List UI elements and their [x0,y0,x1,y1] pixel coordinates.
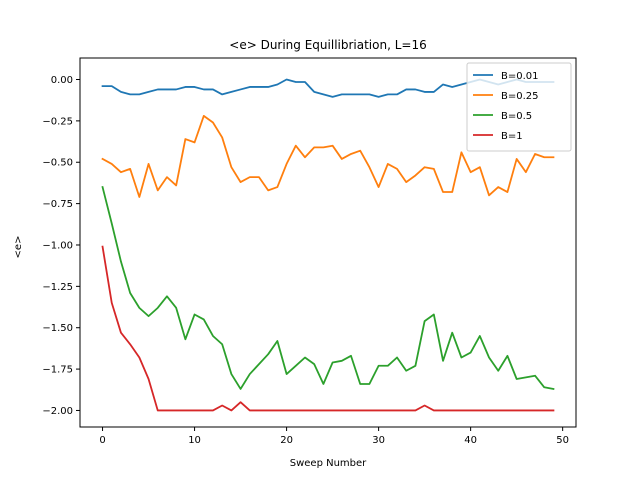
y-axis-label: <e> [13,236,24,259]
series-line-2 [101,115,555,198]
y-tick-label: −1.75 [42,365,73,376]
x-tick-label: 0 [99,435,105,446]
legend-label: B=0.01 [501,71,539,82]
y-tick-label: 0.00 [51,75,73,86]
chart-title: <e> During Equillibriation, L=16 [229,38,426,52]
y-tick-label: −1.25 [42,282,73,293]
plot-frame [79,57,577,428]
series-line-4 [101,245,555,412]
y-tick-label: −0.25 [42,116,73,127]
legend-label: B=0.5 [501,111,532,122]
legend: B=0.01 B=0.25 B=0.5 B=1 [466,62,572,152]
x-tick-label: 30 [372,435,385,446]
x-axis-label: Sweep Number [290,458,367,469]
y-tick-label: −1.00 [42,240,73,251]
legend-label: B=0.25 [501,91,539,102]
x-tick-label: 40 [464,435,477,446]
y-tick-label: −0.50 [42,158,73,169]
series-line-3 [101,185,555,390]
y-tick-label: −0.75 [42,199,73,210]
axes: 0 10 20 30 40 50 0.00 −0.25 −0.50 −0.75 −1.00 −1.25… [42,57,577,446]
legend-label: B=1 [501,131,523,142]
x-tick-label: 50 [556,435,569,446]
x-tick-label: 10 [188,435,201,446]
x-tick-label: 20 [280,435,293,446]
y-tick-label: −2.00 [42,406,73,417]
legend-box [466,62,572,152]
y-tick-label: −1.50 [42,323,73,334]
